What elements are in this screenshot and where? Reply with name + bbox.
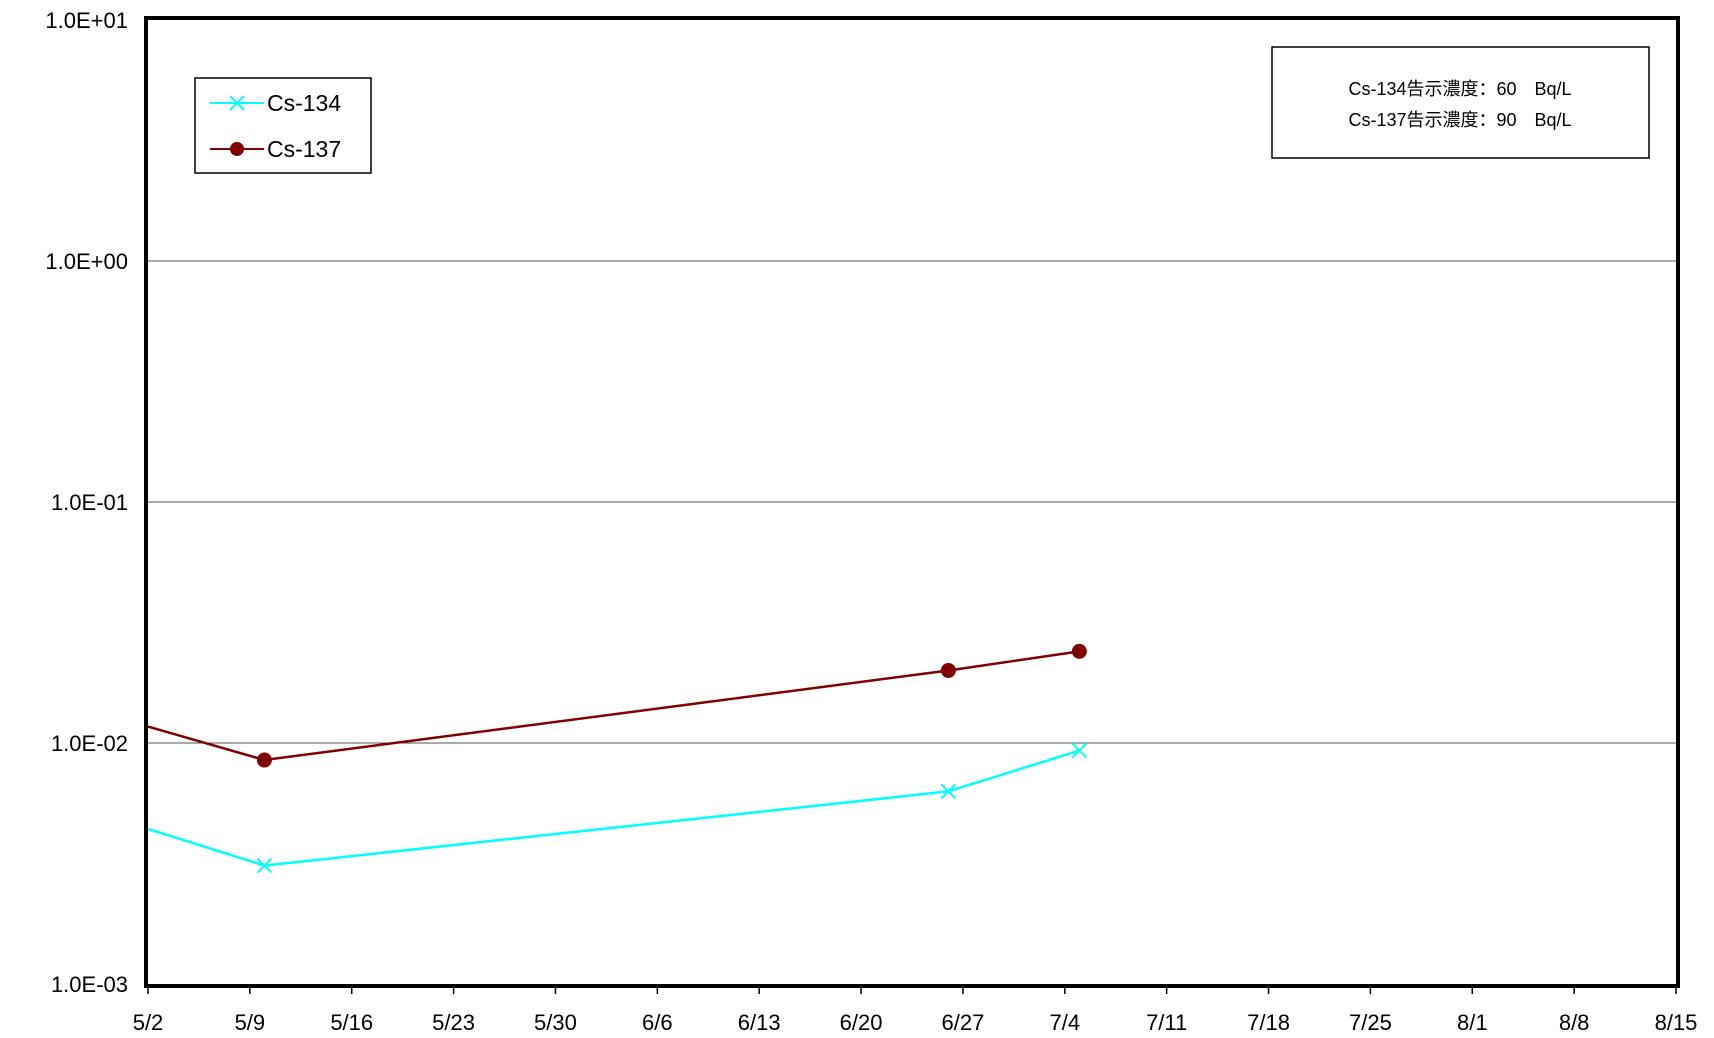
x-tick-label: 6/20 bbox=[840, 1010, 883, 1035]
grid-lines bbox=[148, 260, 1676, 744]
series-lines bbox=[147, 650, 1080, 867]
x-tick-label: 7/4 bbox=[1050, 1010, 1081, 1035]
x-tick-label: 5/23 bbox=[432, 1010, 475, 1035]
x-tick-label: 6/27 bbox=[942, 1010, 985, 1035]
x-tick-label: 8/8 bbox=[1559, 1010, 1590, 1035]
series-line-cs137 bbox=[147, 650, 1080, 762]
x-tick-label: 5/30 bbox=[534, 1010, 577, 1035]
x-tick-label: 7/11 bbox=[1146, 1010, 1187, 1035]
x-tick-label: 8/1 bbox=[1457, 1010, 1488, 1035]
data-point-cs134 bbox=[1071, 742, 1088, 759]
legend-box bbox=[194, 77, 372, 174]
plot-frame bbox=[144, 16, 1680, 988]
data-point-cs137 bbox=[256, 752, 272, 768]
data-point-cs137 bbox=[1071, 643, 1087, 659]
annotation-line-2: Cs-137告示濃度：90 Bq/L bbox=[1348, 110, 1571, 130]
series-markers bbox=[256, 643, 1088, 874]
legend: Cs-134 Cs-137 bbox=[194, 77, 372, 174]
legend-label-cs137: Cs-137 bbox=[267, 136, 341, 162]
x-tick-label: 5/16 bbox=[330, 1010, 373, 1035]
data-point-cs134 bbox=[940, 783, 957, 800]
y-tick-label: 1.0E+00 bbox=[45, 249, 128, 274]
x-tick-labels: 5/2 5/9 5/16 5/23 5/30 6/6 6/13 6/20 6/27 7/4 7/11… bbox=[133, 1010, 1698, 1035]
legend-label-cs134: Cs-134 bbox=[267, 90, 341, 116]
y-tick-label: 1.0E-02 bbox=[51, 731, 128, 756]
annotation-frame bbox=[1271, 46, 1650, 159]
data-point-cs134 bbox=[256, 857, 273, 874]
x-tick-label: 7/25 bbox=[1349, 1010, 1392, 1035]
y-tick-labels: 1.0E-03 1.0E-02 1.0E-01 1.0E+00 1.0E+01 bbox=[45, 8, 128, 997]
x-tick-label: 5/9 bbox=[235, 1010, 266, 1035]
x-tick-label: 5/2 bbox=[133, 1010, 164, 1035]
x-tick-label: 6/6 bbox=[642, 1010, 673, 1035]
annotation-box: Cs-134告示濃度：60 Bq/L Cs-137告示濃度：90 Bq/L bbox=[1271, 46, 1650, 159]
legend-marker-x-icon bbox=[229, 95, 245, 111]
y-tick-label: 1.0E+01 bbox=[45, 8, 128, 33]
legend-item-cs134: Cs-134 bbox=[210, 90, 341, 116]
annotation-line-1: Cs-134告示濃度：60 Bq/L bbox=[1348, 79, 1571, 99]
x-tick-label: 6/13 bbox=[738, 1010, 781, 1035]
series-line-cs134 bbox=[147, 749, 1080, 867]
x-tick-label: 8/15 bbox=[1655, 1010, 1698, 1035]
y-tick-label: 1.0E-01 bbox=[51, 490, 128, 515]
y-tick-label: 1.0E-03 bbox=[51, 972, 128, 997]
legend-marker-circle-icon bbox=[230, 142, 244, 156]
x-tick-label: 7/18 bbox=[1247, 1010, 1290, 1035]
legend-item-cs137: Cs-137 bbox=[210, 136, 341, 162]
data-point-cs137 bbox=[940, 662, 956, 678]
